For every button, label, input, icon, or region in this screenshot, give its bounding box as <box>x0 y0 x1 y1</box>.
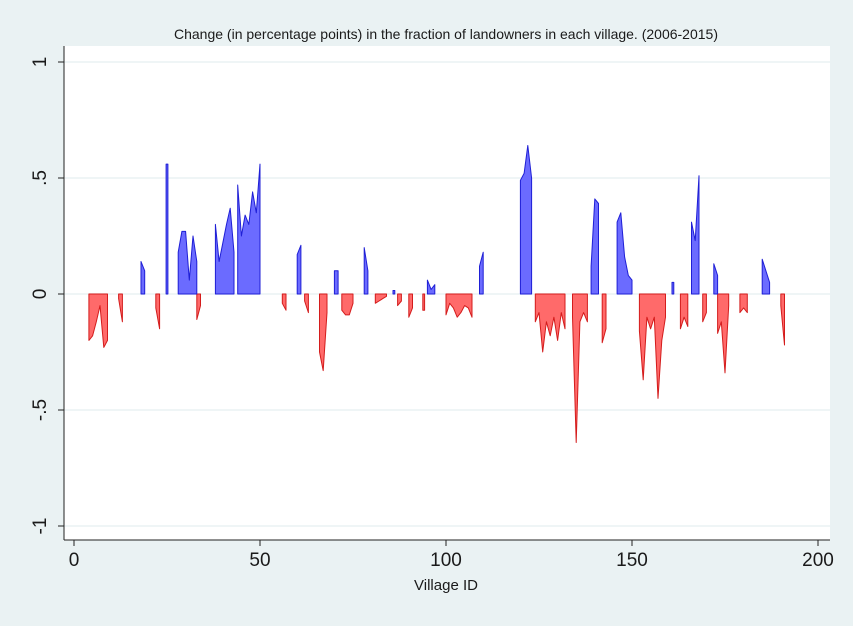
x-tick-label-2: 100 <box>430 550 462 571</box>
axes <box>63 46 830 541</box>
area-negative-15 <box>601 293 607 344</box>
area-negative-4 <box>281 293 287 311</box>
area-positive-39 <box>761 258 771 295</box>
area-marks <box>88 145 785 443</box>
area-positive-24 <box>177 230 198 295</box>
y-tick-label-1: .5 <box>30 170 51 186</box>
area-negative-5 <box>304 293 309 314</box>
area-negative-11 <box>422 293 426 311</box>
x-tick-label-1: 50 <box>249 550 270 571</box>
area-positive-33 <box>519 145 533 295</box>
area-negative-8 <box>374 293 387 304</box>
area-negative-9 <box>397 293 402 307</box>
area-negative-13 <box>534 293 566 353</box>
area-positive-31 <box>426 279 436 295</box>
x-tick-label-0: 0 <box>69 550 80 571</box>
x-tick-label-3: 150 <box>616 550 648 571</box>
area-positive-22 <box>140 261 146 295</box>
area-positive-27 <box>296 244 302 295</box>
area-positive-29 <box>363 247 369 295</box>
area-positive-34 <box>590 198 599 295</box>
area-positive-23 <box>165 163 169 295</box>
area-positive-38 <box>713 263 719 295</box>
area-negative-21 <box>780 293 785 346</box>
area-positive-30 <box>392 290 396 295</box>
tick-marks: 0 50 100 150 200 1 .5 0 -.5 -1 <box>30 57 834 571</box>
area-negative-1 <box>118 293 123 323</box>
y-tick-label-4: -1 <box>30 518 51 535</box>
area-negative-19 <box>717 293 730 374</box>
x-axis-title: Village ID <box>414 577 478 594</box>
area-positive-35 <box>616 212 633 295</box>
area-negative-10 <box>408 293 413 318</box>
area-negative-17 <box>679 293 689 330</box>
area-negative-2 <box>155 293 161 330</box>
area-negative-14 <box>572 293 588 443</box>
y-tick-label-0: 1 <box>30 57 51 68</box>
area-positive-26 <box>237 163 261 295</box>
area-negative-6 <box>319 293 328 372</box>
area-positive-28 <box>333 270 339 295</box>
area-positive-36 <box>671 281 675 295</box>
y-tick-label-2: 0 <box>30 289 51 300</box>
area-negative-20 <box>739 293 748 314</box>
area-negative-0 <box>88 293 108 348</box>
area-negative-12 <box>445 293 473 318</box>
area-positive-37 <box>691 175 700 295</box>
x-tick-label-4: 200 <box>802 550 834 571</box>
area-negative-3 <box>196 293 201 320</box>
chart-title: Change (in percentage points) in the fra… <box>174 26 718 42</box>
y-tick-label-3: -.5 <box>30 399 51 421</box>
area-positive-25 <box>214 207 235 295</box>
area-negative-18 <box>702 293 707 323</box>
area-negative-7 <box>341 293 354 316</box>
area-positive-32 <box>479 251 484 295</box>
area-negative-16 <box>638 293 666 399</box>
